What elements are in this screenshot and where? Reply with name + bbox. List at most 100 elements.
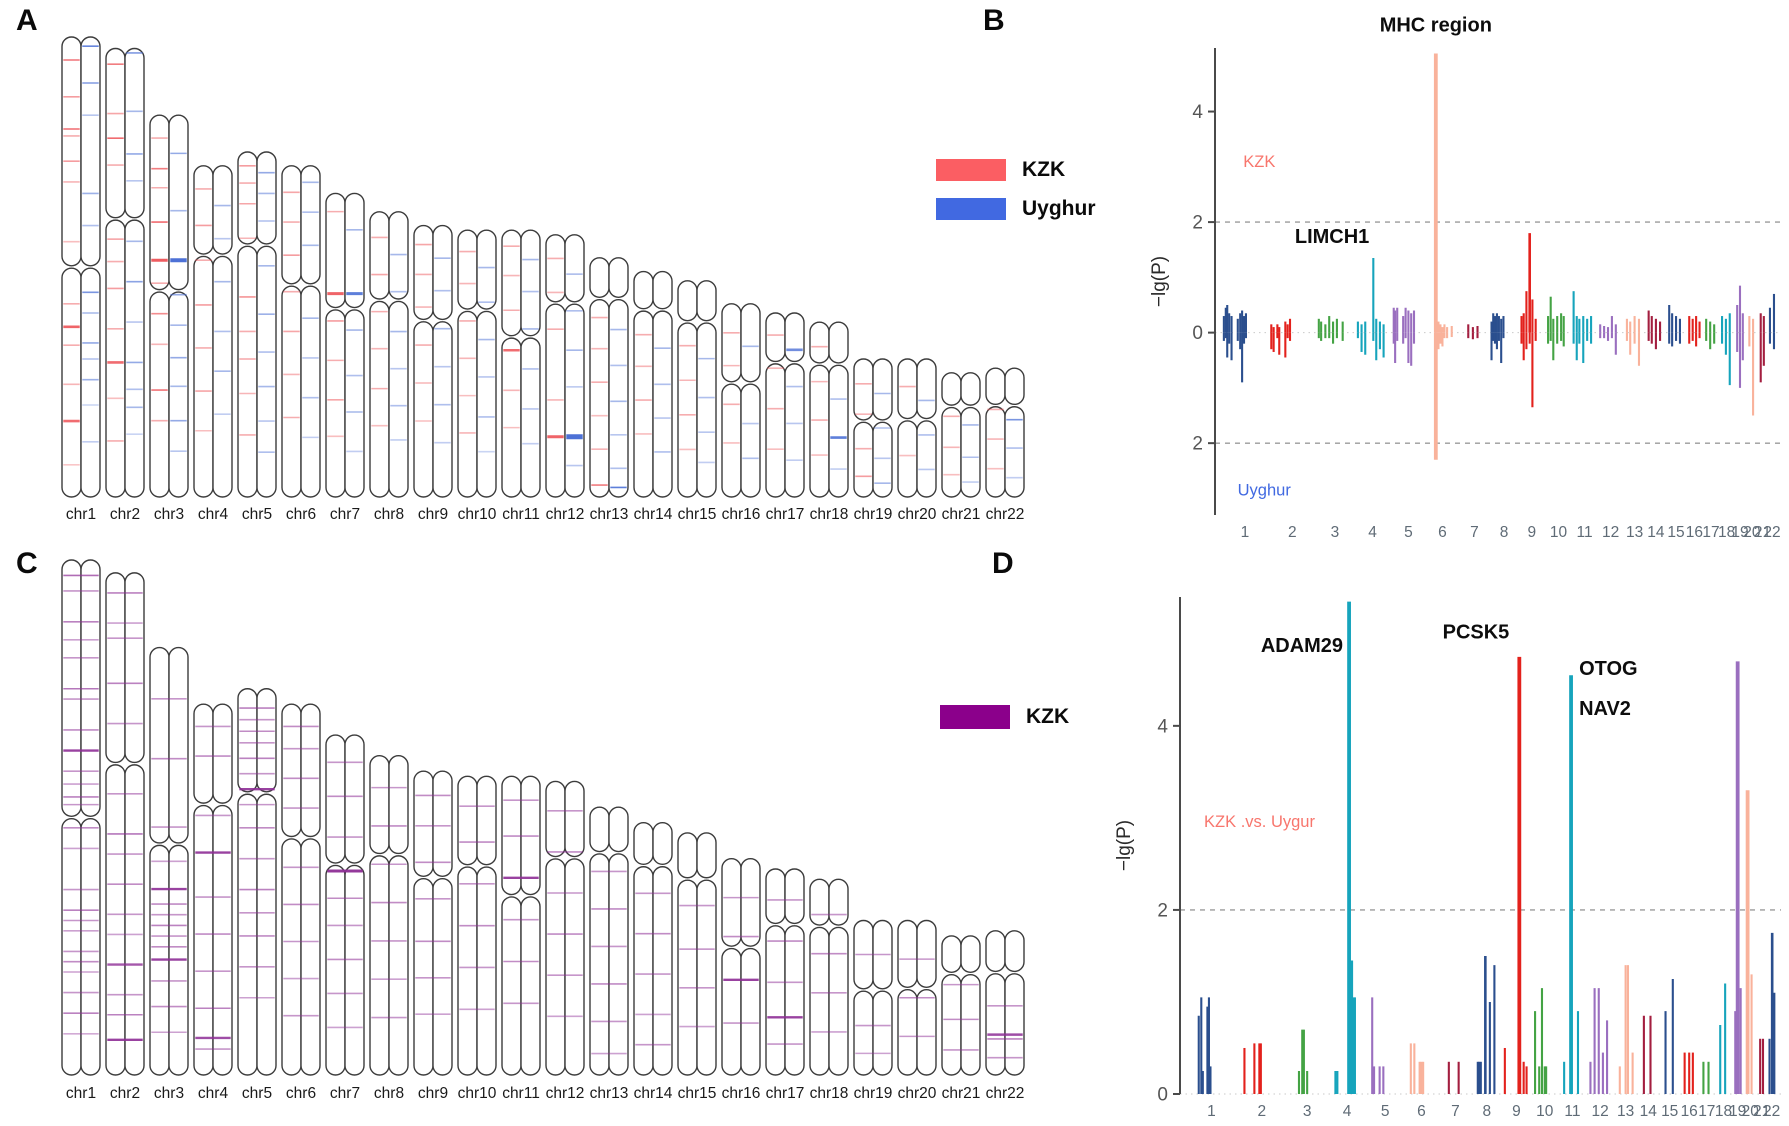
q-arm <box>985 406 1006 498</box>
y-tick-label: 2 <box>1192 213 1203 234</box>
q-arm <box>325 864 346 1076</box>
q-arm <box>941 406 962 498</box>
chromosome-label: chr12 <box>546 506 585 523</box>
chromosome-label: chr10 <box>458 1085 497 1102</box>
p-arm <box>809 878 830 926</box>
p-arm <box>388 754 409 855</box>
x-tick-label: 12 <box>1592 1103 1609 1120</box>
chromosome-chr21: chr21 <box>941 372 981 523</box>
chromosome-chr18: chr18 <box>809 321 849 523</box>
chromosome-chr21: chr21 <box>941 935 981 1102</box>
p-arm <box>765 312 786 363</box>
chromosome-chr14: chr14 <box>633 270 673 523</box>
p-arm <box>897 358 918 420</box>
chromosome-chr8: chr8 <box>369 211 409 523</box>
chromosome-chr15: chr15 <box>677 832 717 1102</box>
p-arm <box>61 36 82 267</box>
p-arm <box>652 821 673 866</box>
uyghur-legend-label: Uyghur <box>1022 197 1096 220</box>
chromosome-chr5: chr5 <box>237 151 277 523</box>
x-tick-label: 8 <box>1483 1103 1492 1120</box>
p-arm <box>916 919 937 988</box>
q-arm <box>696 322 717 498</box>
chromosome-chr6: chr6 <box>281 165 321 523</box>
chromosome-chr11: chr11 <box>501 775 541 1102</box>
p-arm <box>784 312 805 363</box>
p-arm <box>124 572 145 764</box>
p-arm <box>608 806 629 853</box>
p-arm <box>149 114 170 291</box>
y-tick-label: 0 <box>1192 323 1203 344</box>
chromosome-label: chr2 <box>110 506 140 523</box>
q-arm <box>476 310 497 498</box>
legend-item-kzk-purple: KZK <box>940 705 1069 729</box>
q-arm <box>476 866 497 1076</box>
x-tick-label: 2 <box>1288 524 1297 541</box>
q-arm <box>520 896 541 1076</box>
p-arm <box>124 47 145 219</box>
p-arm <box>149 646 170 844</box>
chromosome-label: chr15 <box>678 506 717 523</box>
x-tick-label: 2 <box>1258 1103 1267 1120</box>
chromosome-label: chr19 <box>854 506 893 523</box>
p-arm <box>608 257 629 298</box>
x-tick-label: 13 <box>1626 524 1643 541</box>
chromosome-label: chr9 <box>418 506 448 523</box>
p-arm <box>237 688 258 793</box>
x-tick-label: 14 <box>1647 524 1665 541</box>
p-arm <box>105 47 126 219</box>
chromosome-label: chr11 <box>502 506 540 523</box>
q-arm <box>608 298 629 498</box>
q-arm <box>212 804 233 1076</box>
annotation-adam29: ADAM29 <box>1261 635 1343 657</box>
chromosome-chr15: chr15 <box>677 280 717 523</box>
p-arm <box>476 229 497 310</box>
y-axis-title: −lg(P) <box>1149 256 1170 307</box>
chromosome-label: chr20 <box>898 1085 937 1102</box>
q-arm <box>149 291 170 498</box>
chromosome-label: chr3 <box>154 1085 184 1102</box>
chromosome-chr12: chr12 <box>545 780 585 1102</box>
q-arm <box>61 267 82 498</box>
kzk-purple-legend-label: KZK <box>1026 705 1070 728</box>
q-arm <box>897 420 918 498</box>
p-arm <box>168 114 189 291</box>
x-tick-label: 10 <box>1550 524 1568 541</box>
q-arm <box>1004 973 1025 1076</box>
q-arm <box>432 877 453 1076</box>
p-arm <box>457 775 478 866</box>
x-tick-label: 7 <box>1470 524 1479 541</box>
chromosome-chr3: chr3 <box>149 646 189 1102</box>
q-arm <box>853 421 874 498</box>
p-arm <box>564 780 585 858</box>
chromosome-chr7: chr7 <box>325 192 365 523</box>
chromosome-label: chr18 <box>810 1085 849 1102</box>
q-arm <box>388 855 409 1076</box>
x-tick-label: 6 <box>1438 524 1447 541</box>
q-arm <box>344 309 365 498</box>
panel-c-label: C <box>16 547 39 580</box>
x-tick-label: 20 <box>1742 1103 1760 1120</box>
x-tick-label: 20 <box>1743 524 1761 541</box>
q-arm <box>237 793 258 1076</box>
legend-kzk-purple: KZK <box>940 705 1069 729</box>
x-tick-label: 18 <box>1715 1103 1732 1120</box>
q-arm <box>765 925 786 1076</box>
chromosome-label: chr22 <box>986 506 1025 523</box>
chromosome-chr11: chr11 <box>501 229 541 523</box>
chromosome-label: chr9 <box>418 1085 448 1102</box>
chromosome-label: chr10 <box>458 506 497 523</box>
chromosome-label: chr17 <box>766 506 805 523</box>
chromosome-chr6: chr6 <box>281 703 321 1102</box>
chromosome-chr22: chr22 <box>985 367 1025 523</box>
p-arm <box>916 358 937 420</box>
chromosome-label: chr20 <box>898 506 937 523</box>
q-arm <box>589 853 610 1076</box>
chromosome-label: chr1 <box>66 506 96 523</box>
p-arm <box>828 321 849 364</box>
x-tick-label: 18 <box>1718 524 1735 541</box>
p-arm <box>985 930 1006 973</box>
p-arm <box>828 878 849 926</box>
q-arm <box>105 764 126 1076</box>
q-arm <box>193 255 214 498</box>
